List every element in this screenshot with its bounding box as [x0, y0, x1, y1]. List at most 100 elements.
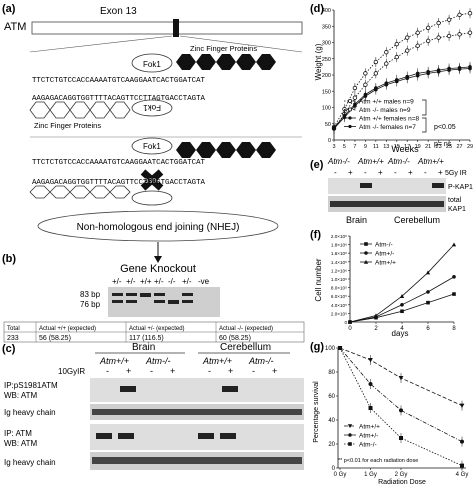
- tissue-brain-e: Brain: [346, 215, 367, 225]
- data-point: [405, 76, 410, 81]
- treatment-mark-e: -: [394, 168, 397, 177]
- y-tick-label: 60: [328, 394, 335, 400]
- exon-label: Exon 13: [100, 6, 137, 17]
- x-tick-label: 2 Gy: [395, 472, 408, 478]
- blot3-label: IP: ATM: [4, 429, 32, 438]
- genotype-table: Total Actual +/+ (expected) Actual +/- (…: [3, 321, 305, 343]
- panel-label-d: (d): [310, 3, 324, 15]
- data-point: [457, 67, 462, 71]
- data-point: [363, 82, 368, 87]
- chart-f-xlabel: days: [392, 329, 409, 338]
- data-point: [348, 433, 352, 437]
- y-tick-label: 100: [325, 346, 336, 352]
- panel-label-c: (c): [2, 343, 16, 355]
- x-tick-label: 19: [415, 144, 421, 150]
- y-tick-label: 100: [322, 106, 331, 112]
- x-tick-label: 0: [348, 326, 352, 332]
- data-point: [394, 41, 399, 47]
- x-tick-label: 13: [383, 144, 389, 150]
- zfp-top-label: Zinc Finger Proteins: [190, 44, 257, 53]
- data-point: [394, 79, 399, 84]
- data-point: [426, 300, 430, 305]
- blot-ig-1: [90, 404, 304, 420]
- blot4-label: Ig heavy chain: [4, 458, 56, 467]
- genotype-label: Atm-/-: [145, 356, 171, 366]
- data-point: [364, 251, 368, 255]
- data-point: [447, 68, 451, 72]
- treatment-mark-e: +: [438, 168, 443, 177]
- data-point: [405, 35, 410, 40]
- x-tick-label: 21: [425, 144, 431, 150]
- treatment-mark: -: [106, 366, 109, 376]
- x-tick-label: 27: [456, 144, 462, 150]
- chart-d-ylabel: Weight (g): [314, 43, 323, 80]
- data-point: [436, 35, 441, 40]
- data-point: [452, 292, 456, 296]
- chart-f-ylabel: Cell number: [314, 258, 323, 301]
- data-point: [399, 408, 403, 413]
- data-point: [373, 71, 379, 76]
- marker-76: 76 bp: [80, 300, 101, 309]
- pcr-gel: [108, 287, 220, 317]
- data-point: [347, 319, 353, 324]
- treatment-mark: +: [126, 366, 131, 376]
- x-tick-label: 15: [394, 144, 400, 150]
- data-point: [436, 20, 441, 26]
- treatment-mark-e: -: [334, 168, 337, 177]
- data-point: [347, 424, 353, 429]
- treatment-mark-e: -: [424, 168, 427, 177]
- data-point: [384, 61, 389, 66]
- data-point: [426, 71, 430, 76]
- data-point: [400, 303, 404, 307]
- kap1-label: total: [448, 197, 462, 204]
- data-point: [352, 95, 358, 100]
- y-tick-label: 6.0×10⁵: [331, 294, 347, 299]
- data-point: [415, 30, 420, 35]
- data-point: [368, 358, 373, 363]
- chart-d-xlabel: Weeks: [391, 144, 419, 154]
- table-cell: 60 (58.25): [219, 335, 251, 342]
- y-tick-label: 2.0×10⁶: [331, 234, 347, 239]
- data-point: [368, 382, 373, 386]
- lane-label: +/-: [112, 277, 122, 286]
- data-point: [332, 126, 336, 131]
- ir-label-e: 5Gy IR: [445, 170, 467, 177]
- y-tick-label: 300: [322, 41, 331, 47]
- x-tick-label: 23: [436, 144, 442, 150]
- data-point: [460, 439, 464, 444]
- data-point: [348, 99, 353, 104]
- data-point: [425, 25, 431, 31]
- data-point: [342, 115, 347, 120]
- data-point: [353, 104, 357, 108]
- series-line: [333, 12, 471, 128]
- nhej-box: [37, 210, 279, 242]
- panel-label-b: (b): [2, 253, 16, 265]
- legend-label: Atm+/+: [375, 260, 396, 267]
- data-point: [363, 71, 368, 76]
- lane-labels: +/- +/- +/+ +/- -/- +/- -ve: [112, 277, 210, 286]
- treatment-mark-e: +: [348, 168, 353, 177]
- zinc-finger-top: Fok1 Zinc Finger Proteins: [131, 44, 276, 73]
- fok1-top: [131, 53, 173, 73]
- legend-label: Atm-/-: [375, 242, 393, 249]
- data-point: [348, 124, 352, 129]
- data-point: [457, 12, 462, 18]
- data-point: [425, 270, 431, 275]
- lane-label: +/-: [182, 277, 192, 286]
- x-tick-label: 0 Gy: [334, 472, 347, 478]
- data-point: [415, 73, 420, 78]
- y-tick-label: 0: [328, 138, 331, 144]
- data-point: [399, 436, 403, 440]
- y-tick-label: 1.4×10⁶: [331, 260, 347, 265]
- y-tick-label: 0: [344, 320, 347, 325]
- chart-growth: 0 2.0×10⁵ 4.0×10⁵ 6.0×10⁵ 8.0×10⁵ 1.0×10⁶ 1.2×…: [331, 234, 456, 332]
- blot-ps1981: [90, 378, 304, 402]
- chart-d-annotation-2: p= ns: [434, 141, 452, 148]
- genotype-label-e: Atm+/+: [417, 157, 444, 166]
- blot-ig-2: [90, 452, 304, 470]
- genotype-label: Atm-/-: [248, 356, 274, 366]
- x-tick-label: 7: [353, 144, 356, 150]
- fok1-label-bottom: Fok1: [143, 103, 161, 112]
- figure-left: (a) ATM Exon 13 Fok1 Zinc Finger Protein…: [2, 3, 305, 470]
- ir-label-c: 10GyIR: [58, 367, 85, 376]
